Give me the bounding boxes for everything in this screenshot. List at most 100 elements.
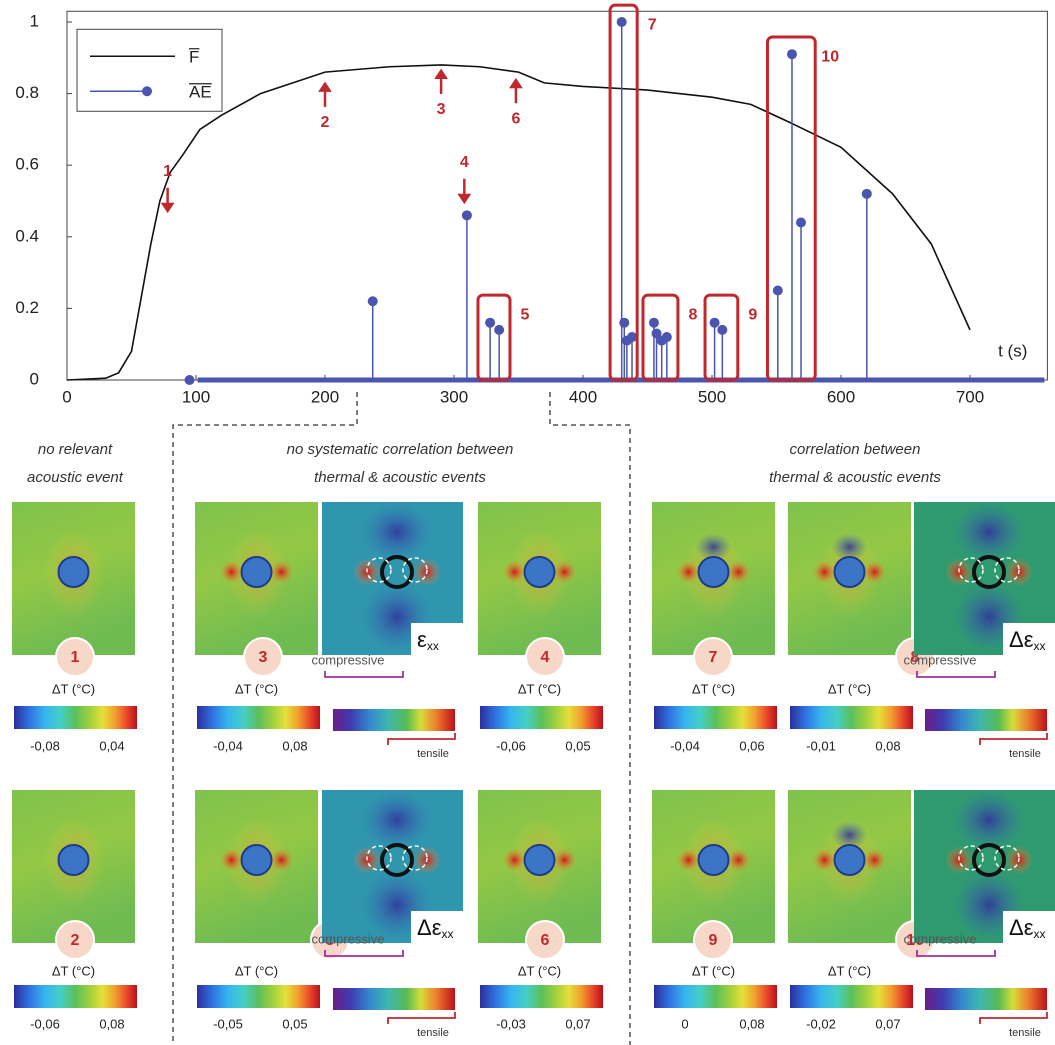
hot-spot (553, 848, 577, 872)
hot-spot (220, 560, 244, 584)
colorbar-unit: ΔT (°C) (828, 963, 871, 978)
stem-dot (485, 318, 495, 328)
x-tick-label: 500 (698, 387, 726, 406)
stem-dot (619, 318, 629, 328)
arrow-head (510, 79, 522, 88)
strain-colorbar (925, 988, 1047, 1010)
group-heading: thermal & acoustic events (769, 469, 941, 486)
stem-dot (649, 318, 659, 328)
strain-subscript: xx (442, 927, 454, 941)
colorbar-max: 0,04 (99, 738, 124, 753)
group-heading: acoustic event (27, 469, 124, 486)
stem-dot (773, 286, 783, 296)
specimen-hole (835, 557, 865, 587)
stem-dot (662, 332, 672, 342)
hot-spot (677, 560, 701, 584)
box-label: 8 (688, 306, 697, 323)
x-tick-label: 600 (827, 387, 855, 406)
stem-dot (862, 189, 872, 199)
specimen-hole (59, 845, 89, 875)
thermal-image (12, 790, 135, 943)
arrow-label: 4 (460, 154, 469, 171)
hot-spot (813, 848, 837, 872)
hot-spot (503, 560, 527, 584)
compressive-bracket (917, 671, 995, 677)
stem-dot (185, 375, 195, 385)
group-heading: no systematic correlation between (287, 441, 514, 458)
tensile-label: tensile (417, 748, 449, 760)
group-heading: correlation between (790, 441, 921, 458)
hot-spot (863, 560, 887, 584)
arrow-head (162, 203, 174, 212)
panel-number: 2 (71, 932, 80, 949)
panel-number: 9 (709, 932, 718, 949)
strain-symbol: Δε (417, 915, 442, 940)
colorbar-unit: ΔT (°C) (692, 681, 735, 696)
specimen-hole (835, 845, 865, 875)
arrow-head (435, 70, 447, 79)
strain-symbol: Δε (1009, 915, 1034, 940)
colorbar (654, 985, 777, 1008)
hot-spot (270, 560, 294, 584)
tensile-bracket (388, 733, 455, 745)
stem-dot (627, 332, 637, 342)
tensile-label: tensile (417, 1027, 449, 1039)
hot-spot (553, 560, 577, 584)
hot-spot (503, 848, 527, 872)
colorbar-max: 0,08 (282, 738, 307, 753)
colorbar-max: 0,05 (565, 738, 590, 753)
x-tick-label: 0 (62, 387, 71, 406)
colorbar (14, 706, 137, 729)
thermal-image (788, 502, 911, 655)
y-tick-label: 0 (30, 369, 39, 388)
highlight-box (705, 295, 738, 380)
legend-label: AE (189, 83, 212, 102)
strain-subscript: xx (1034, 639, 1046, 653)
colorbar-unit: ΔT (°C) (692, 963, 735, 978)
compressive-label: compressive (904, 652, 977, 667)
arrow-head (319, 83, 331, 92)
box-label: 5 (521, 306, 530, 323)
stem-dot (494, 325, 504, 335)
arrow-head (458, 194, 470, 203)
tensile-label: tensile (1009, 1027, 1041, 1039)
colorbar-min: -0,03 (496, 1016, 526, 1031)
x-axis-label: t (s) (998, 341, 1027, 360)
legend-dot (142, 86, 152, 96)
stem-dot (787, 49, 797, 59)
specimen-hole (242, 557, 272, 587)
strain-symbol: ε (417, 627, 427, 652)
colorbar-unit: ΔT (°C) (828, 681, 871, 696)
colorbar-min: -0,02 (806, 1016, 836, 1031)
colorbar-unit: ΔT (°C) (52, 963, 95, 978)
thermal-image (478, 790, 601, 943)
colorbar-min: 0 (681, 1016, 688, 1031)
arrow-label: 1 (163, 163, 172, 180)
cold-lobe (362, 790, 432, 850)
colorbar (790, 985, 913, 1008)
colorbar (654, 706, 777, 729)
figure: 00.20.40.60.810100200300400500600700t (s… (0, 0, 1055, 1045)
colorbar-max: 0,08 (739, 1016, 764, 1031)
colorbar-unit: ΔT (°C) (235, 963, 278, 978)
thermal-image (195, 502, 318, 655)
thermal-image (195, 790, 318, 943)
x-tick-label: 100 (182, 387, 210, 406)
colorbar-max: 0,07 (875, 1016, 900, 1031)
thermal-image (652, 502, 775, 655)
colorbar (480, 706, 603, 729)
colorbar-min: -0,08 (30, 738, 60, 753)
colorbar-min: -0,04 (670, 738, 700, 753)
compressive-label: compressive (312, 652, 385, 667)
hot-spot (220, 848, 244, 872)
hot-spot (270, 848, 294, 872)
colorbar-min: -0,01 (806, 738, 836, 753)
tensile-bracket (388, 1012, 455, 1024)
colorbar-unit: ΔT (°C) (518, 681, 561, 696)
specimen-hole (525, 845, 555, 875)
specimen-hole (59, 557, 89, 587)
arrow-label: 2 (321, 114, 330, 131)
box-label: 9 (748, 306, 757, 323)
compressive-label: compressive (312, 931, 385, 946)
compressive-label: compressive (904, 931, 977, 946)
